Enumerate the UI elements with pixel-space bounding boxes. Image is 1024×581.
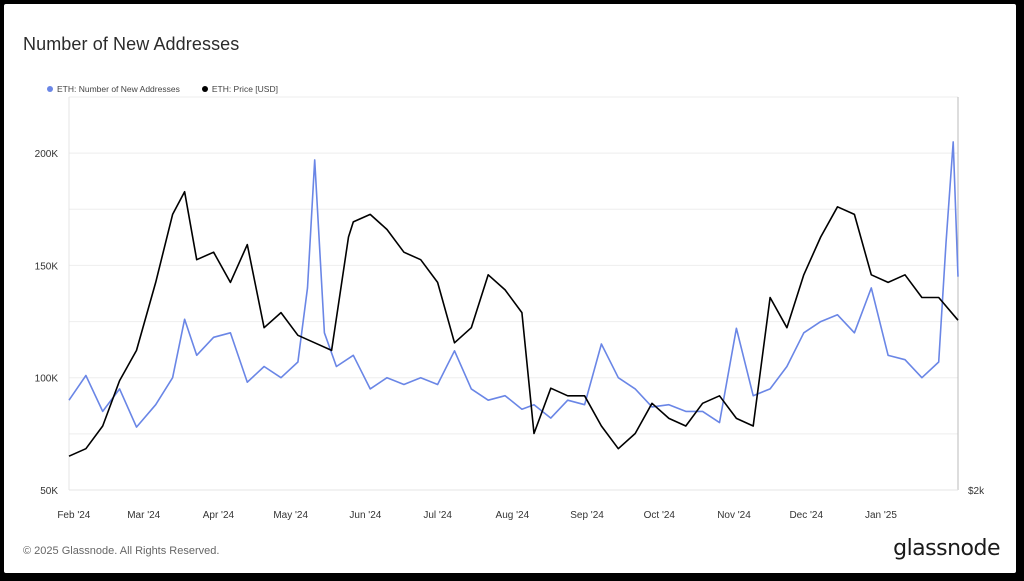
x-tick-label: Jun '24 <box>349 510 381 521</box>
copyright-text: © 2025 Glassnode. All Rights Reserved. <box>23 545 220 557</box>
x-tick-label: May '24 <box>273 510 308 521</box>
y-tick-label: 50K <box>40 486 58 497</box>
x-tick-label: Nov '24 <box>717 510 751 521</box>
y-tick-label: 200K <box>35 149 59 160</box>
series-line-price[interactable] <box>68 190 959 457</box>
legend-label-addresses: ETH: Number of New Addresses <box>57 84 180 94</box>
chart-panel: Number of New Addresses ETH: Number of N… <box>4 4 1016 573</box>
x-tick-label: Jan '25 <box>865 510 897 521</box>
legend-dot-addresses <box>47 86 53 92</box>
legend-item-addresses[interactable]: ETH: Number of New Addresses <box>47 84 180 94</box>
legend-dot-price <box>201 86 208 92</box>
x-tick-label: Apr '24 <box>203 510 235 521</box>
x-tick-label: Mar '24 <box>127 510 160 521</box>
glassnode-logo: glassnode <box>893 536 1000 561</box>
x-tick-label: Oct '24 <box>644 510 676 521</box>
x-tick-label: Dec '24 <box>789 510 823 521</box>
legend: ETH: Number of New Addresses ETH: Price … <box>47 84 278 94</box>
legend-item-price[interactable]: ETH: Price [USD] <box>201 84 278 94</box>
page-title: Number of New Addresses <box>23 34 240 54</box>
x-tick-label: Aug '24 <box>496 510 530 521</box>
x-tick-label: Feb '24 <box>57 510 90 521</box>
y-right-tick-label: $2k <box>968 486 985 497</box>
x-tick-label: Sep '24 <box>570 510 604 521</box>
series-line-new-addresses[interactable] <box>68 141 959 428</box>
x-tick-label: Jul '24 <box>423 510 452 521</box>
y-tick-label: 150K <box>35 261 59 272</box>
legend-label-price: ETH: Price [USD] <box>211 84 278 94</box>
y-tick-label: 100K <box>35 374 59 385</box>
line-chart[interactable]: 50K 100K 150K 200K $2k Feb '24 Mar '24 Apr '24 M… <box>4 4 1016 573</box>
